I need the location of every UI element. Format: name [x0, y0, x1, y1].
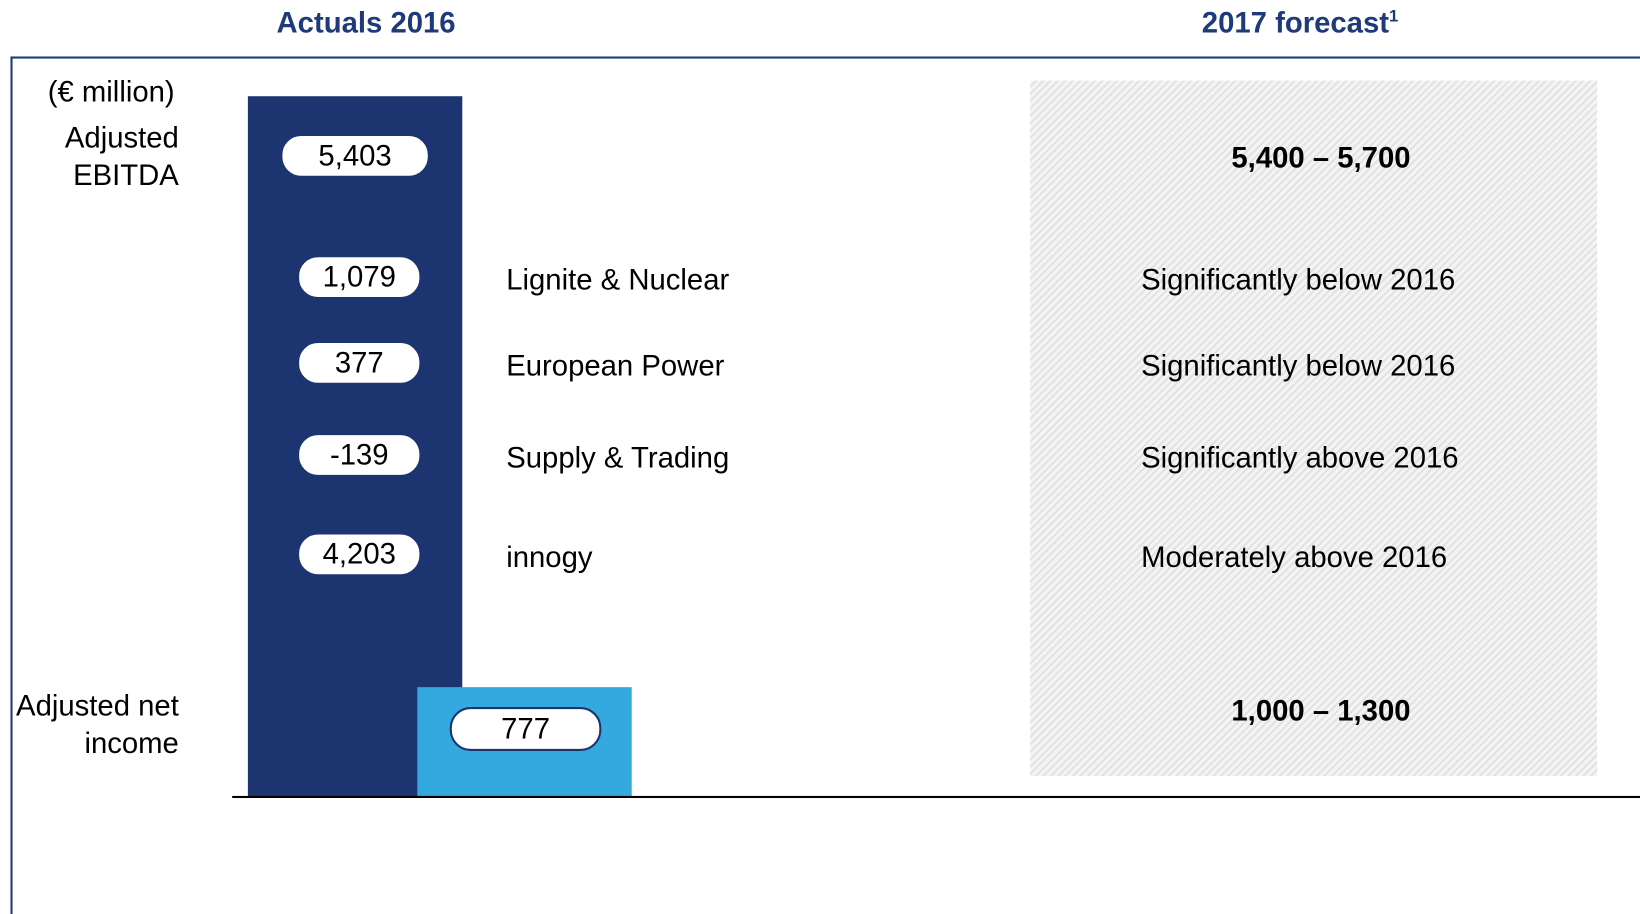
segment-name: innogy: [506, 540, 593, 574]
segment-value: -139: [297, 433, 422, 477]
segment-forecast: Significantly below 2016: [1141, 349, 1456, 382]
frame-left: [10, 56, 13, 914]
segment-name: Supply & Trading: [506, 441, 730, 474]
ebitda-forecast: 5,400 – 5,700: [1231, 141, 1411, 174]
segment-forecast: Significantly above 2016: [1141, 441, 1459, 474]
footnote-mark: 1: [1389, 8, 1399, 26]
segment-value: 1,079: [297, 255, 422, 300]
segment-value: 4,203: [297, 532, 422, 577]
segment-name: Lignite & Nuclear: [506, 263, 730, 296]
forecast-area: [1030, 80, 1598, 777]
net-income-label: Adjusted net income: [16, 689, 179, 760]
unit: (€ million): [47, 75, 175, 108]
ebitda-value: 5,403: [280, 133, 430, 178]
segment-forecast: Significantly below 2016: [1141, 263, 1456, 296]
net-income-value: 777: [449, 707, 602, 751]
header-left: Actuals 2016: [276, 6, 456, 39]
ebitda-label: Adjusted EBITDA: [64, 121, 179, 192]
header-right-text: 2017 forecast: [1201, 6, 1390, 39]
header-right: 2017 forecast1: [1202, 6, 1399, 39]
baseline: [232, 795, 1640, 798]
frame-top: [10, 56, 1640, 59]
segment-forecast: Moderately above 2016: [1141, 540, 1448, 574]
net-income-forecast: 1,000 – 1,300: [1231, 694, 1411, 727]
segment-value: 377: [297, 340, 422, 385]
segment-name: European Power: [506, 349, 725, 382]
